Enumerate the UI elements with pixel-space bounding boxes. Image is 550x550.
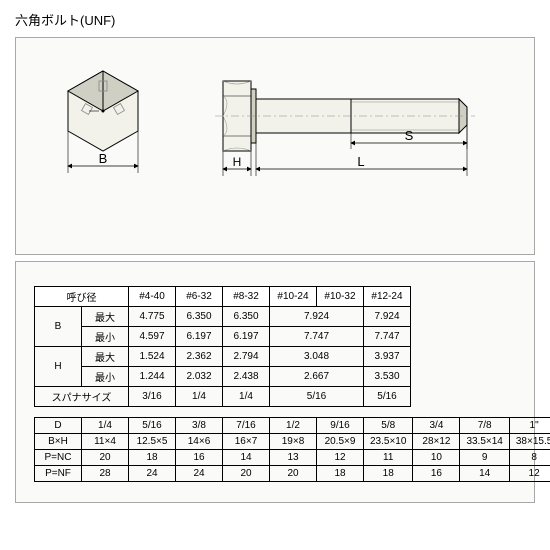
- cell: 9/16: [317, 418, 364, 434]
- cell: 1/4: [223, 387, 270, 407]
- cell: 4.597: [129, 327, 176, 347]
- cell: 16: [176, 450, 223, 466]
- col-header: #12-24: [364, 287, 411, 307]
- row-sub: 最大: [82, 307, 129, 327]
- cell: 3.937: [364, 347, 411, 367]
- row-sub: 最大: [82, 347, 129, 367]
- cell: 2.794: [223, 347, 270, 367]
- cell: 12: [509, 466, 550, 482]
- col-header: #10-24: [270, 287, 317, 307]
- cell: 16: [413, 466, 460, 482]
- cell: 7.747: [364, 327, 411, 347]
- spec-table-2: D1/45/163/87/161/29/165/83/47/81" B×H11×4…: [34, 417, 550, 482]
- row-label: P=NC: [35, 450, 82, 466]
- cell: 6.350: [176, 307, 223, 327]
- cell: 11×4: [82, 434, 129, 450]
- page-title: 六角ボルト(UNF): [15, 10, 535, 29]
- label-l: L: [357, 154, 364, 169]
- row-label: B×H: [35, 434, 82, 450]
- cell: 7.924: [270, 307, 364, 327]
- cell: 5/16: [270, 387, 364, 407]
- cell: 11: [364, 450, 413, 466]
- cell: 2.667: [270, 367, 364, 387]
- cell: 7/8: [460, 418, 509, 434]
- cell: 3.048: [270, 347, 364, 367]
- cell: 9: [460, 450, 509, 466]
- cell: 16×7: [223, 434, 270, 450]
- cell: 20: [82, 450, 129, 466]
- cell: 5/8: [364, 418, 413, 434]
- cell: 4.775: [129, 307, 176, 327]
- col-header: #10-32: [317, 287, 364, 307]
- cell: 28: [82, 466, 129, 482]
- spanner-label: スパナサイズ: [35, 387, 129, 407]
- cell: 8: [509, 450, 550, 466]
- cell: 1.524: [129, 347, 176, 367]
- cell: 3/4: [413, 418, 460, 434]
- cell: 18: [364, 466, 413, 482]
- cell: 7.747: [270, 327, 364, 347]
- label-s: S: [405, 128, 414, 143]
- cell: 1/2: [270, 418, 317, 434]
- cell: 6.197: [223, 327, 270, 347]
- cell: 3/16: [129, 387, 176, 407]
- row-sub: 最小: [82, 327, 129, 347]
- cell: 7/16: [223, 418, 270, 434]
- row-label: D: [35, 418, 82, 434]
- cell: 10: [413, 450, 460, 466]
- cell: 18: [129, 450, 176, 466]
- cell: 6.350: [223, 307, 270, 327]
- cell: 13: [270, 450, 317, 466]
- cell: 3/8: [176, 418, 223, 434]
- row-label: P=NF: [35, 466, 82, 482]
- cell: 19×8: [270, 434, 317, 450]
- cell: 2.362: [176, 347, 223, 367]
- cell: 5/16: [364, 387, 411, 407]
- tables-panel: 呼び径#4-40#6-32#8-32#10-24#10-32#12-24 B最大4…: [15, 261, 535, 503]
- col-header: #4-40: [129, 287, 176, 307]
- cell: 24: [176, 466, 223, 482]
- cell: 12.5×5: [129, 434, 176, 450]
- cell: 14: [223, 450, 270, 466]
- cell: 1/4: [82, 418, 129, 434]
- cell: 24: [129, 466, 176, 482]
- cell: 14: [460, 466, 509, 482]
- cell: 38×15.5: [509, 434, 550, 450]
- cell: 20: [270, 466, 317, 482]
- bolt-diagram: B H: [38, 56, 508, 231]
- cell: 20.5×9: [317, 434, 364, 450]
- cell: 1/4: [176, 387, 223, 407]
- cell: 6.197: [176, 327, 223, 347]
- label-h: H: [233, 155, 242, 169]
- row-group: B: [35, 307, 82, 347]
- cell: 33.5×14: [460, 434, 509, 450]
- cell: 5/16: [129, 418, 176, 434]
- diagram-panel: B H: [15, 37, 535, 255]
- cell: 3.530: [364, 367, 411, 387]
- label-b: B: [99, 151, 108, 166]
- cell: 2.438: [223, 367, 270, 387]
- cell: 20: [223, 466, 270, 482]
- cell: 1": [509, 418, 550, 434]
- cell: 1.244: [129, 367, 176, 387]
- cell: 14×6: [176, 434, 223, 450]
- cell: 7.924: [364, 307, 411, 327]
- col-header: #8-32: [223, 287, 270, 307]
- row-group: H: [35, 347, 82, 387]
- cell: 12: [317, 450, 364, 466]
- cell: 23.5×10: [364, 434, 413, 450]
- col-header: #6-32: [176, 287, 223, 307]
- col-header: 呼び径: [35, 287, 129, 307]
- spec-table-1: 呼び径#4-40#6-32#8-32#10-24#10-32#12-24 B最大4…: [34, 286, 411, 407]
- cell: 18: [317, 466, 364, 482]
- cell: 28×12: [413, 434, 460, 450]
- cell: 2.032: [176, 367, 223, 387]
- row-sub: 最小: [82, 367, 129, 387]
